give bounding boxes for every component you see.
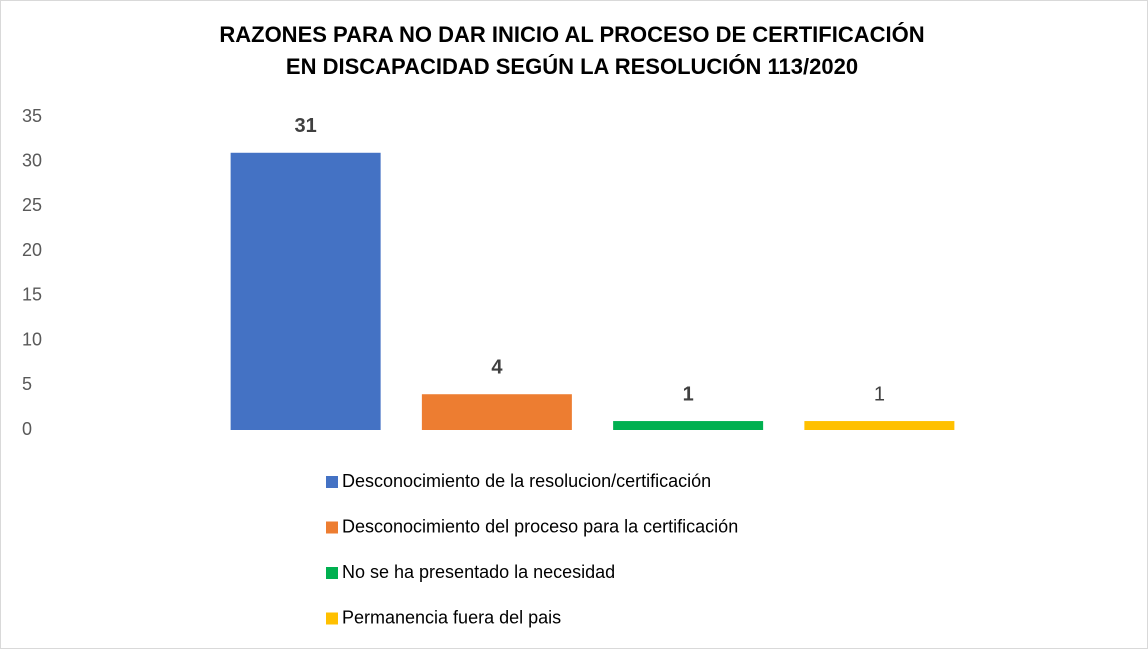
y-tick-label: 15 bbox=[22, 285, 42, 305]
value-label: 31 bbox=[295, 115, 317, 137]
legend-swatch bbox=[326, 476, 338, 488]
chart-title: EN DISCAPACIDAD SEGÚN LA RESOLUCIÓN 113/… bbox=[286, 54, 858, 79]
y-tick-label: 20 bbox=[22, 240, 42, 260]
legend-swatch bbox=[326, 612, 338, 625]
legend-label: Desconocimiento del proceso para la cert… bbox=[342, 516, 738, 536]
chart-title: RAZONES PARA NO DAR INICIO AL PROCESO DE… bbox=[219, 22, 924, 47]
bar bbox=[230, 152, 381, 430]
legend-swatch bbox=[326, 567, 338, 579]
y-tick-label: 10 bbox=[22, 329, 42, 349]
y-tick-label: 5 bbox=[22, 374, 32, 394]
y-tick-label: 0 bbox=[22, 419, 32, 439]
y-tick-label: 30 bbox=[22, 150, 42, 170]
legend-swatch bbox=[326, 521, 338, 534]
value-label: 1 bbox=[683, 383, 694, 405]
legend-label: Permanencia fuera del pais bbox=[342, 607, 561, 627]
bar bbox=[613, 421, 764, 430]
bar bbox=[804, 421, 955, 430]
legend-label: No se ha presentado la necesidad bbox=[342, 562, 615, 582]
value-label: 1 bbox=[874, 383, 885, 405]
legend-label: Desconocimiento de la resolucion/certifi… bbox=[342, 471, 711, 491]
y-tick-label: 35 bbox=[22, 106, 42, 126]
bar bbox=[421, 394, 572, 430]
value-label: 4 bbox=[491, 357, 503, 379]
y-tick-label: 25 bbox=[22, 195, 42, 215]
